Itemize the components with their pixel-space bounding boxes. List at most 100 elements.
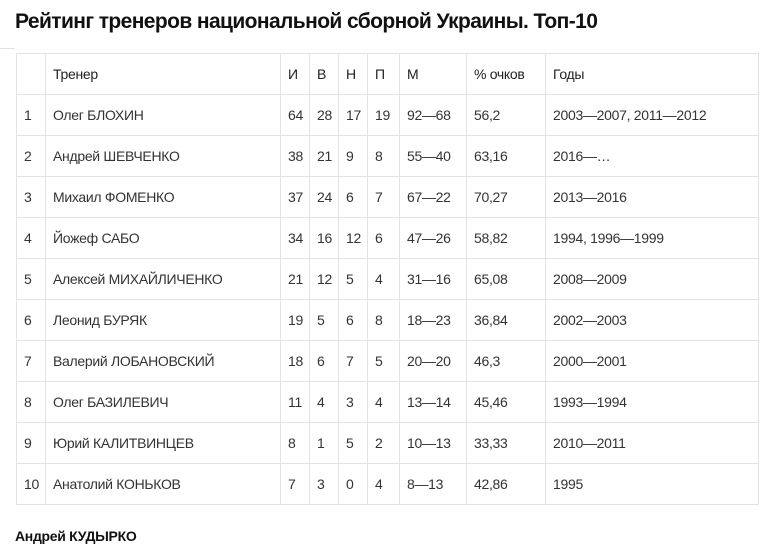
table-cell: 5 [309,299,339,341]
table-cell: 2016—… [545,135,759,177]
table-row: 8 Олег БАЗИЛЕВИЧ 11 4 3 4 13—14 45,46 1993—1994 [16,381,759,423]
table-cell: 58,82 [466,217,546,259]
table-cell: 45,46 [466,381,546,423]
table-cell: 8 [367,135,400,177]
table-cell: 2 [16,135,46,177]
divider [0,48,15,49]
column-header: % очков [466,53,546,95]
table-cell: 4 [367,463,400,505]
table-cell: 9 [16,422,46,464]
table-cell: Юрий КАЛИТВИНЦЕВ [45,422,281,464]
table-cell: 8 [16,381,46,423]
column-header: П [367,53,400,95]
table-cell: 38 [280,135,310,177]
table-cell: 9 [338,135,368,177]
table-cell: 2008—2009 [545,258,759,300]
table-cell: Олег БАЗИЛЕВИЧ [45,381,281,423]
table-cell: 33,33 [466,422,546,464]
page-title: Рейтинг тренеров национальной сборной Ук… [15,10,598,33]
table-row: 6 Леонид БУРЯК 19 5 6 8 18—23 36,84 2002—2003 [16,299,759,341]
table-cell: 16 [309,217,339,259]
table-cell: 2 [367,422,400,464]
table-cell: 64 [280,94,310,136]
table-cell: 56,2 [466,94,546,136]
table-cell: 8—13 [399,463,467,505]
table-cell: 4 [367,258,400,300]
table-row: 9 Юрий КАЛИТВИНЦЕВ 8 1 5 2 10—13 33,33 2010—2011 [16,422,759,464]
table-cell: 5 [16,258,46,300]
table-cell: 18—23 [399,299,467,341]
table-header: Тренер И В Н П М% очков Годы [16,53,759,95]
table-cell: 2003—2007, 2011—2012 [545,94,759,136]
table-cell: Анатолий КОНЬКОВ [45,463,281,505]
table-row: 7 Валерий ЛОБАНОВСКИЙ 18 6 7 5 20—20 46,3 2000—2… [16,340,759,382]
table-cell: 3 [338,381,368,423]
table-cell: 1993—1994 [545,381,759,423]
table-cell: 1 [16,94,46,136]
table-cell: 17 [338,94,368,136]
table-cell: 24 [309,176,339,218]
table-cell: Михаил ФОМЕНКО [45,176,281,218]
table-cell: 2010—2011 [545,422,759,464]
table-cell: 19 [367,94,400,136]
table-cell: 47—26 [399,217,467,259]
table-cell: 13—14 [399,381,467,423]
table-cell: 8 [367,299,400,341]
table-cell: 12 [309,258,339,300]
table-row: 5 Алексей МИХАЙЛИЧЕНКО 21 12 5 4 31—16 65,08 200… [16,258,759,300]
table-cell: 4 [16,217,46,259]
table-cell: 2000—2001 [545,340,759,382]
table-cell: 36,84 [466,299,546,341]
table-cell: 65,08 [466,258,546,300]
table-cell: 10—13 [399,422,467,464]
table-cell: 31—16 [399,258,467,300]
column-header: В [309,53,339,95]
table-cell: 11 [280,381,310,423]
table-cell: 12 [338,217,368,259]
coaches-table: Тренер И В Н П М% очков Годы 1 Олег БЛОХИН 64 28 1… [16,53,759,505]
table-cell: 1994, 1996—1999 [545,217,759,259]
table-cell: 4 [309,381,339,423]
table-cell: 3 [309,463,339,505]
table-cell: 7 [367,176,400,218]
table-cell: 21 [280,258,310,300]
table-cell: 8 [280,422,310,464]
column-header: Тренер [45,53,281,95]
table-cell: 20—20 [399,340,467,382]
table-row: 1 Олег БЛОХИН 64 28 17 19 92—68 56,2 2003—2007, … [16,94,759,136]
table-cell: 3 [16,176,46,218]
column-header [16,53,46,95]
table-cell: 67—22 [399,176,467,218]
table-row: 3 Михаил ФОМЕНКО 37 24 6 7 67—22 70,27 2013—2016 [16,176,759,218]
table-cell: Йожеф САБО [45,217,281,259]
table-cell: 70,27 [466,176,546,218]
table-cell: Леонид БУРЯК [45,299,281,341]
table-cell: 0 [338,463,368,505]
table-cell: 5 [338,258,368,300]
table-cell: 6 [338,299,368,341]
table-row: 2 Андрей ШЕВЧЕНКО 38 21 9 8 55—40 63,16 2016—… [16,135,759,177]
table-cell: 21 [309,135,339,177]
table-cell: 63,16 [466,135,546,177]
table-cell: 1995 [545,463,759,505]
table-cell: 2002—2003 [545,299,759,341]
column-header: Н [338,53,368,95]
table-cell: 19 [280,299,310,341]
table-cell: 28 [309,94,339,136]
table-cell: 34 [280,217,310,259]
table-cell: 55—40 [399,135,467,177]
column-header: И [280,53,310,95]
table-cell: 42,86 [466,463,546,505]
table-cell: 4 [367,381,400,423]
table-cell: 10 [16,463,46,505]
table-cell: 1 [309,422,339,464]
table-cell: 92—68 [399,94,467,136]
table-cell: 6 [367,217,400,259]
table-cell: 7 [338,340,368,382]
table-cell: Олег БЛОХИН [45,94,281,136]
table-row: 4 Йожеф САБО 34 16 12 6 47—26 58,82 1994, 1996—1… [16,217,759,259]
table-cell: 6 [309,340,339,382]
table-cell: 6 [16,299,46,341]
author-name: Андрей КУДЫРКО [15,528,137,544]
table-cell: 6 [338,176,368,218]
